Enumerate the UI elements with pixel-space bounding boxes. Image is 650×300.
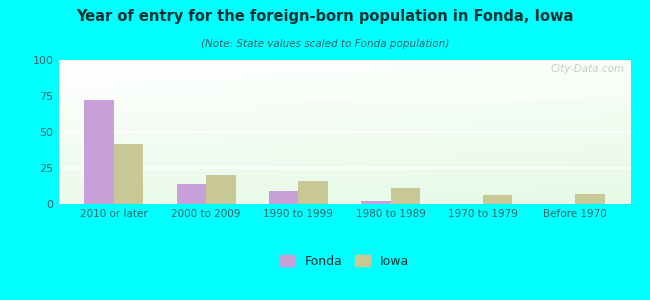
Bar — [298, 181, 328, 204]
Bar — [177, 184, 206, 204]
Bar — [84, 100, 114, 204]
Text: (Note: State values scaled to Fonda population): (Note: State values scaled to Fonda popu… — [201, 39, 449, 49]
Bar — [575, 194, 604, 204]
Bar — [391, 188, 420, 204]
Legend: Fonda, Iowa: Fonda, Iowa — [275, 250, 414, 273]
Bar — [114, 143, 144, 204]
Bar — [269, 191, 298, 204]
Bar — [483, 195, 512, 204]
Bar — [361, 201, 391, 204]
Bar — [206, 175, 236, 204]
Text: Year of entry for the foreign-born population in Fonda, Iowa: Year of entry for the foreign-born popul… — [76, 9, 574, 24]
Text: City-Data.com: City-Data.com — [551, 64, 625, 74]
